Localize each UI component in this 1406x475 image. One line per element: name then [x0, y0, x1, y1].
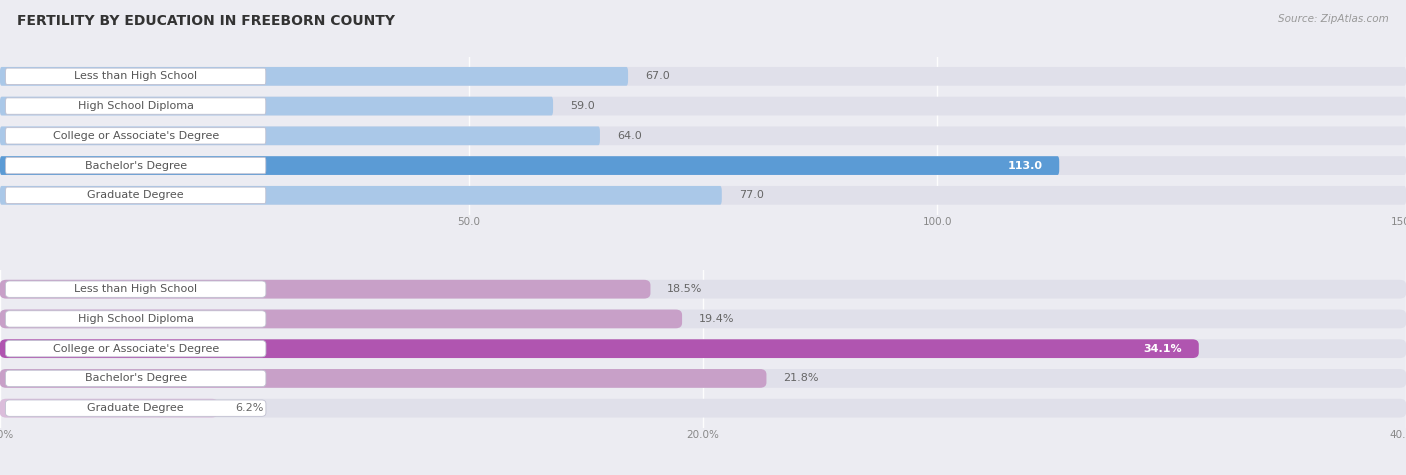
FancyBboxPatch shape	[0, 280, 1406, 299]
Text: Source: ZipAtlas.com: Source: ZipAtlas.com	[1278, 14, 1389, 24]
Text: Graduate Degree: Graduate Degree	[87, 190, 184, 200]
FancyBboxPatch shape	[6, 281, 266, 297]
FancyBboxPatch shape	[0, 67, 1406, 86]
FancyBboxPatch shape	[0, 369, 1406, 388]
FancyBboxPatch shape	[0, 310, 1406, 328]
Text: 59.0: 59.0	[569, 101, 595, 111]
Text: High School Diploma: High School Diploma	[77, 314, 194, 324]
FancyBboxPatch shape	[0, 310, 682, 328]
FancyBboxPatch shape	[6, 68, 266, 85]
Text: Graduate Degree: Graduate Degree	[87, 403, 184, 413]
FancyBboxPatch shape	[0, 126, 1406, 145]
FancyBboxPatch shape	[0, 369, 766, 388]
FancyBboxPatch shape	[0, 186, 1406, 205]
FancyBboxPatch shape	[0, 399, 1406, 418]
Text: 113.0: 113.0	[1007, 161, 1042, 171]
Text: College or Associate's Degree: College or Associate's Degree	[52, 344, 219, 354]
FancyBboxPatch shape	[6, 341, 266, 357]
FancyBboxPatch shape	[0, 97, 553, 115]
FancyBboxPatch shape	[6, 157, 266, 174]
Text: Bachelor's Degree: Bachelor's Degree	[84, 161, 187, 171]
FancyBboxPatch shape	[0, 339, 1406, 358]
FancyBboxPatch shape	[6, 311, 266, 327]
Text: 6.2%: 6.2%	[235, 403, 263, 413]
Text: High School Diploma: High School Diploma	[77, 101, 194, 111]
FancyBboxPatch shape	[0, 186, 721, 205]
FancyBboxPatch shape	[6, 128, 266, 144]
FancyBboxPatch shape	[6, 187, 266, 203]
FancyBboxPatch shape	[6, 98, 266, 114]
Text: 67.0: 67.0	[645, 71, 669, 81]
FancyBboxPatch shape	[0, 399, 218, 418]
Text: 19.4%: 19.4%	[699, 314, 734, 324]
FancyBboxPatch shape	[6, 370, 266, 387]
FancyBboxPatch shape	[0, 156, 1059, 175]
Text: Less than High School: Less than High School	[75, 284, 197, 294]
FancyBboxPatch shape	[0, 97, 1406, 115]
FancyBboxPatch shape	[0, 156, 1406, 175]
Text: 77.0: 77.0	[738, 190, 763, 200]
Text: 21.8%: 21.8%	[783, 373, 818, 383]
FancyBboxPatch shape	[0, 126, 600, 145]
FancyBboxPatch shape	[0, 67, 628, 86]
FancyBboxPatch shape	[0, 339, 1199, 358]
Text: 64.0: 64.0	[617, 131, 641, 141]
Text: College or Associate's Degree: College or Associate's Degree	[52, 131, 219, 141]
Text: 18.5%: 18.5%	[666, 284, 703, 294]
FancyBboxPatch shape	[0, 280, 651, 299]
Text: Bachelor's Degree: Bachelor's Degree	[84, 373, 187, 383]
Text: 34.1%: 34.1%	[1143, 344, 1182, 354]
Text: FERTILITY BY EDUCATION IN FREEBORN COUNTY: FERTILITY BY EDUCATION IN FREEBORN COUNT…	[17, 14, 395, 28]
FancyBboxPatch shape	[6, 400, 266, 417]
Text: Less than High School: Less than High School	[75, 71, 197, 81]
